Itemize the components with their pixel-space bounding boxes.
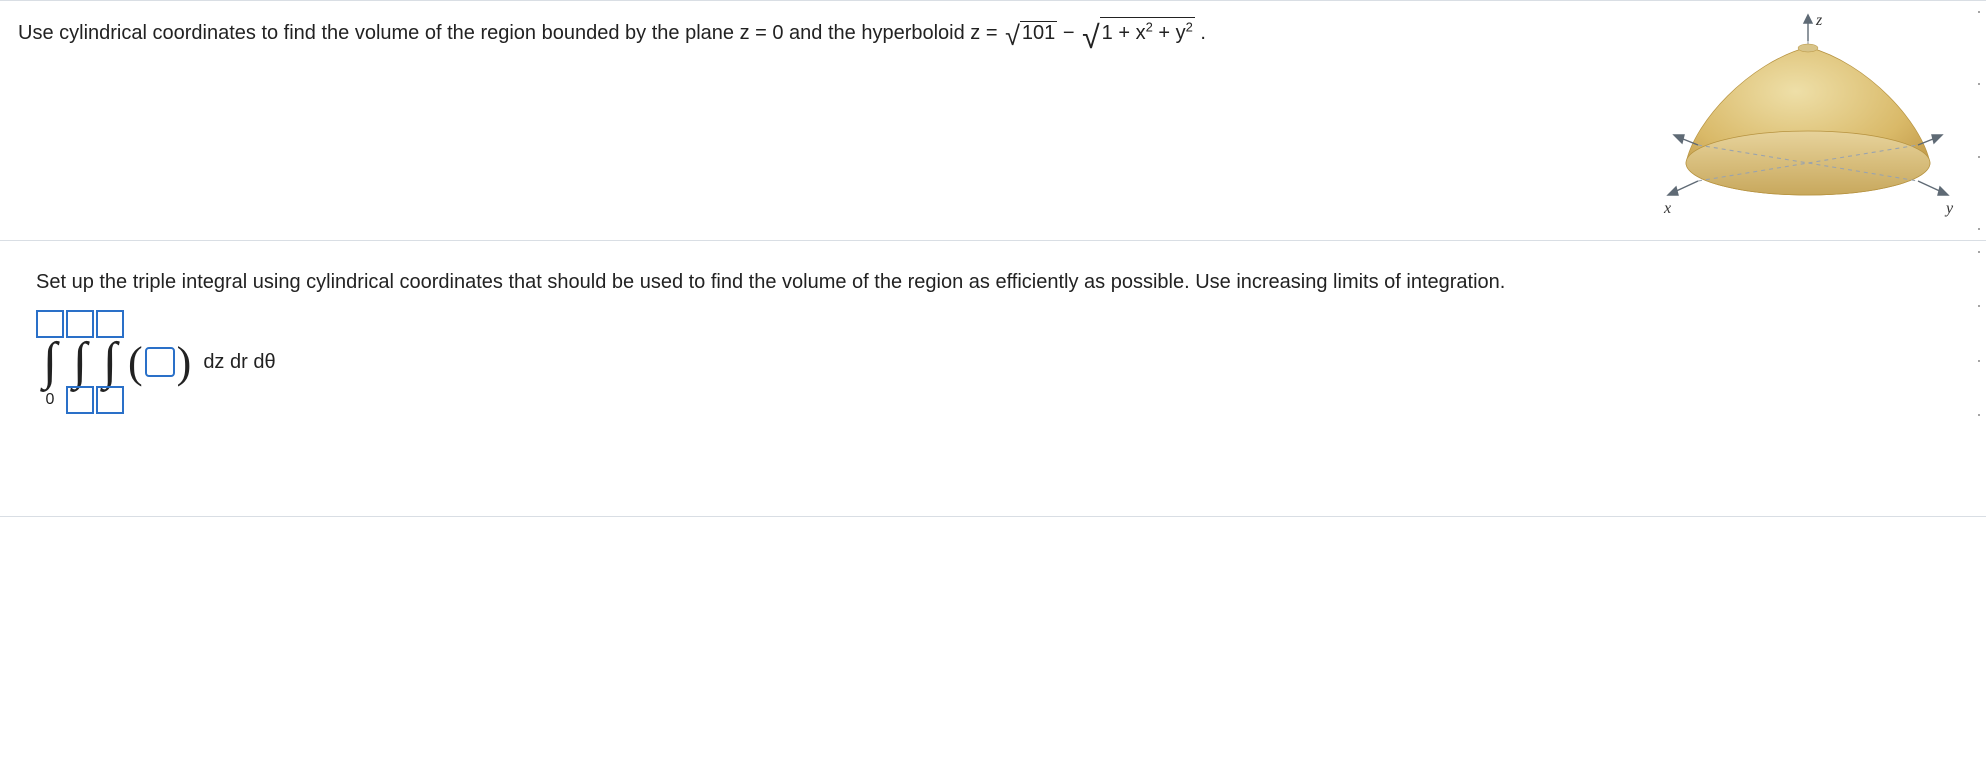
sqrt-outer: √101 xyxy=(1003,18,1057,56)
integral-r: ∫ xyxy=(66,310,94,414)
divider-bottom xyxy=(0,516,1986,517)
scroll-cues-top xyxy=(1976,1,1982,240)
eq-plane: z = 0 xyxy=(740,22,784,44)
eq-hyperboloid: z = √101 − √1 + x2 + y2 xyxy=(970,22,1200,44)
close-paren: ) xyxy=(175,345,194,380)
axis-label-y: y xyxy=(1944,200,1954,217)
integral-sign: ∫ xyxy=(43,338,57,386)
hyperboloid-figure: z x y xyxy=(1658,13,1958,228)
r-lower-input[interactable] xyxy=(66,386,94,414)
eq2-lhs: z = xyxy=(970,22,1003,44)
open-paren: ( xyxy=(126,345,145,380)
integral-sign: ∫ xyxy=(73,338,87,386)
z-lower-input[interactable] xyxy=(96,386,124,414)
integral-z: ∫ xyxy=(96,310,124,414)
problem-suffix: . xyxy=(1200,22,1206,44)
theta-lower: 0 xyxy=(36,386,64,414)
differentials: dz dr dθ xyxy=(193,351,275,374)
integral-sign: ∫ xyxy=(103,338,117,386)
instruction-text: Set up the triple integral using cylindr… xyxy=(18,253,1968,300)
integrand-input[interactable] xyxy=(145,347,175,377)
triple-integral: ∫ 0 ∫ ∫ ( ) dz dr dθ xyxy=(18,300,1968,414)
minus-sign: − xyxy=(1057,22,1080,44)
radicand-101: 101 xyxy=(1020,21,1057,44)
problem-mid: and the hyperboloid xyxy=(789,22,970,44)
integral-theta: ∫ 0 xyxy=(36,310,64,414)
problem-statement: Use cylindrical coordinates to find the … xyxy=(18,13,1618,60)
problem-section: Use cylindrical coordinates to find the … xyxy=(0,1,1986,240)
problem-prefix: Use cylindrical coordinates to find the … xyxy=(18,22,740,44)
axis-label-x: x xyxy=(1663,200,1671,217)
axis-label-z: z xyxy=(1815,13,1823,29)
radicand-1xy: 1 + x2 + y2 xyxy=(1100,17,1195,44)
sqrt-inner: √1 + x2 + y2 xyxy=(1080,15,1195,60)
scroll-cues-bottom xyxy=(1976,241,1982,426)
